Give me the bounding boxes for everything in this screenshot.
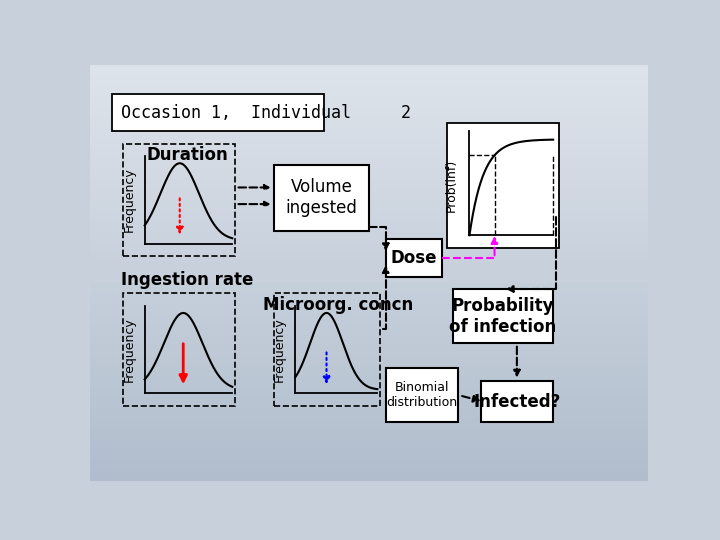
FancyBboxPatch shape (386, 368, 459, 422)
Bar (90, 418, 648, 429)
Text: Occasion 1,  Individual     2: Occasion 1, Individual 2 (121, 104, 410, 122)
FancyBboxPatch shape (386, 239, 441, 277)
Bar (90, 377, 648, 387)
Bar (90, 283, 648, 294)
Text: Infected?: Infected? (473, 393, 561, 410)
Bar (90, 449, 648, 460)
Bar (90, 168, 648, 179)
Bar (90, 106, 648, 117)
Bar (90, 179, 648, 190)
Bar (90, 262, 648, 273)
Bar (90, 138, 648, 148)
Bar (90, 314, 648, 325)
Bar (90, 304, 648, 314)
Bar (90, 346, 648, 356)
Bar (90, 65, 648, 75)
Bar (90, 96, 648, 106)
FancyBboxPatch shape (447, 123, 559, 248)
Bar (90, 397, 648, 408)
Bar (90, 85, 648, 96)
Text: Prob(inf): Prob(inf) (445, 159, 458, 212)
Bar (90, 221, 648, 231)
FancyBboxPatch shape (453, 289, 553, 343)
Bar (90, 241, 648, 252)
Bar (90, 470, 648, 481)
Text: Frequency: Frequency (273, 317, 287, 382)
Bar (90, 75, 648, 85)
Text: Ingestion rate: Ingestion rate (122, 271, 254, 289)
Bar (90, 460, 648, 470)
Bar (90, 325, 648, 335)
Bar (90, 231, 648, 241)
Bar (90, 148, 648, 158)
Bar (90, 190, 648, 200)
Bar (90, 293, 648, 304)
Bar (90, 439, 648, 449)
Text: Frequency: Frequency (122, 317, 135, 382)
Bar (90, 200, 648, 210)
Bar (90, 117, 648, 127)
Bar (90, 252, 648, 262)
Text: Duration: Duration (147, 146, 228, 164)
FancyBboxPatch shape (481, 381, 553, 422)
Bar (90, 158, 648, 168)
Bar (90, 356, 648, 366)
FancyBboxPatch shape (112, 94, 324, 131)
Bar (90, 273, 648, 283)
Text: Microorg. concn: Microorg. concn (264, 295, 413, 314)
Text: Volume
ingested: Volume ingested (286, 178, 358, 217)
Bar (90, 429, 648, 439)
Bar (90, 387, 648, 397)
Bar (90, 335, 648, 346)
Text: Probability
of infection: Probability of infection (449, 297, 557, 336)
FancyBboxPatch shape (274, 165, 369, 231)
Text: Dose: Dose (390, 249, 437, 267)
Bar (90, 408, 648, 418)
Bar (90, 211, 648, 221)
Text: Frequency: Frequency (122, 167, 135, 232)
Bar (90, 127, 648, 138)
Text: Binomial
distribution: Binomial distribution (387, 381, 458, 409)
Bar (90, 366, 648, 377)
